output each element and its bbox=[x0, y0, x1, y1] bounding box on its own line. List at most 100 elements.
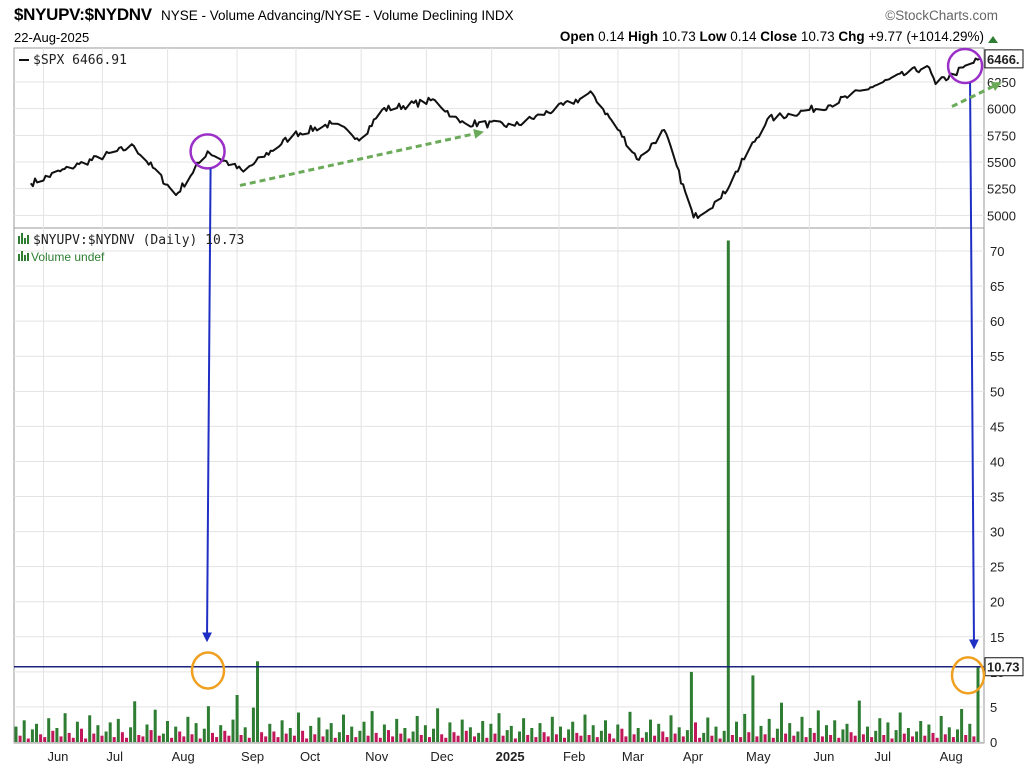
ratio-bar bbox=[55, 728, 59, 742]
ratio-bar bbox=[493, 733, 497, 742]
ratio-legend-label: $NYUPV:$NYDNV (Daily) 10.73 bbox=[33, 233, 244, 248]
ratio-bar bbox=[767, 718, 771, 742]
ratio-bar bbox=[92, 733, 96, 742]
ratio-bar bbox=[264, 736, 268, 742]
ratio-bar bbox=[108, 722, 112, 742]
ratio-bar bbox=[354, 737, 358, 742]
ratio-bar bbox=[919, 721, 923, 742]
brand-link[interactable]: ©StockCharts.com bbox=[885, 8, 998, 23]
ratio-bar bbox=[75, 721, 79, 742]
ratio-bar bbox=[956, 729, 959, 742]
ratio-bar bbox=[906, 728, 910, 742]
ratio-bar bbox=[841, 729, 845, 742]
ratio-bar bbox=[415, 716, 419, 742]
ratio-bar bbox=[211, 732, 214, 742]
ratio-bar bbox=[292, 735, 296, 742]
ratio-bar bbox=[96, 725, 100, 742]
spx-price-line bbox=[29, 57, 981, 219]
ratio-bar bbox=[497, 713, 501, 742]
ratio-bar bbox=[587, 735, 591, 742]
ratio-bar bbox=[100, 735, 104, 742]
spx-y-tick-label: 5250 bbox=[987, 182, 1016, 197]
ratio-bar bbox=[964, 735, 968, 742]
spx-y-tick-label: 5500 bbox=[987, 155, 1016, 170]
ratio-y-tick-label: 30 bbox=[990, 525, 1004, 540]
ratio-bar bbox=[698, 737, 702, 742]
ratio-bar bbox=[231, 719, 235, 742]
high-label: High bbox=[628, 29, 659, 44]
ratio-bar bbox=[513, 738, 517, 742]
ratio-bar bbox=[509, 725, 513, 742]
ratio-bar bbox=[554, 734, 558, 742]
ratio-bar bbox=[837, 737, 841, 742]
dashed-trend-arrow-2 bbox=[951, 81, 1002, 108]
ratio-bar bbox=[923, 735, 927, 742]
ratio-bar bbox=[800, 716, 804, 742]
ratio-bar bbox=[505, 730, 509, 742]
ratio-bar bbox=[579, 735, 583, 742]
ratio-bar bbox=[227, 735, 231, 742]
volume-legend-label: Volume undef bbox=[31, 250, 105, 264]
spx-y-tick-label: 5750 bbox=[987, 128, 1016, 143]
ratio-bar bbox=[911, 736, 914, 742]
ratio-y-tick-label: 45 bbox=[990, 419, 1004, 434]
ratio-bar bbox=[18, 735, 22, 742]
chg-value: +9.77 (+1014.29%) bbox=[868, 29, 984, 44]
x-tick-label: Dec bbox=[430, 749, 454, 764]
ratio-bar bbox=[395, 718, 399, 742]
ratio-bar bbox=[387, 730, 390, 742]
ratio-bar bbox=[714, 726, 718, 742]
ratio-bar bbox=[694, 722, 697, 742]
ratio-bar bbox=[571, 721, 575, 742]
ratio-bar bbox=[681, 736, 685, 742]
ratio-bar bbox=[14, 726, 18, 742]
close-value: 10.73 bbox=[800, 29, 835, 44]
ratio-bar bbox=[182, 736, 186, 742]
ratio-y-tick-label: 0 bbox=[990, 735, 997, 750]
ratio-bar bbox=[489, 723, 493, 742]
symbol-title: $NYUPV:$NYDNV bbox=[14, 5, 152, 24]
ratio-bar bbox=[632, 734, 636, 742]
ratio-bar bbox=[808, 728, 812, 742]
x-tick-label: Jun bbox=[47, 749, 68, 764]
ratio-bar bbox=[620, 728, 624, 742]
ratio-bar bbox=[88, 715, 92, 742]
ratio-bar bbox=[796, 731, 800, 742]
ratio-y-tick-label: 25 bbox=[990, 560, 1004, 575]
ratio-bar bbox=[702, 732, 706, 742]
ratio-bar bbox=[538, 723, 542, 742]
ratio-bar bbox=[235, 695, 239, 742]
ratio-y-tick-label: 35 bbox=[990, 490, 1004, 505]
ratio-bar bbox=[927, 724, 931, 742]
ratio-bar bbox=[284, 733, 288, 742]
ratio-bar bbox=[890, 738, 894, 742]
ratio-bar bbox=[120, 732, 124, 742]
ratio-bar bbox=[775, 728, 779, 742]
ratio-bar bbox=[685, 730, 689, 742]
ratio-bar bbox=[47, 718, 51, 742]
ratio-bar bbox=[780, 702, 783, 742]
ratio-bar bbox=[882, 735, 886, 742]
ratio-bar bbox=[342, 714, 345, 742]
ratio-bar bbox=[935, 737, 939, 742]
ratio-bar bbox=[452, 732, 456, 742]
ratio-bar bbox=[599, 730, 603, 742]
ratio-bar bbox=[894, 730, 898, 742]
ohlc-readout: Open 0.14 High 10.73 Low 0.14 Close 10.7… bbox=[560, 29, 984, 44]
x-tick-label: 2025 bbox=[496, 749, 525, 764]
ratio-legend: $NYUPV:$NYDNV (Daily) 10.73 Volume undef bbox=[18, 233, 244, 264]
ratio-bar bbox=[751, 675, 755, 742]
ratio-bar bbox=[428, 737, 431, 742]
ratio-bar bbox=[665, 737, 669, 742]
ratio-bar bbox=[67, 732, 71, 742]
ratio-bar bbox=[870, 737, 874, 742]
ratio-y-tick-label: 50 bbox=[990, 384, 1004, 399]
ratio-bar bbox=[722, 730, 726, 742]
ratio-bar bbox=[608, 733, 612, 742]
ratio-bar bbox=[251, 707, 255, 742]
ratio-bar bbox=[35, 723, 38, 742]
ratio-bar bbox=[22, 720, 26, 742]
ratio-y-tick-label: 55 bbox=[990, 349, 1004, 364]
ratio-bar bbox=[272, 731, 276, 742]
